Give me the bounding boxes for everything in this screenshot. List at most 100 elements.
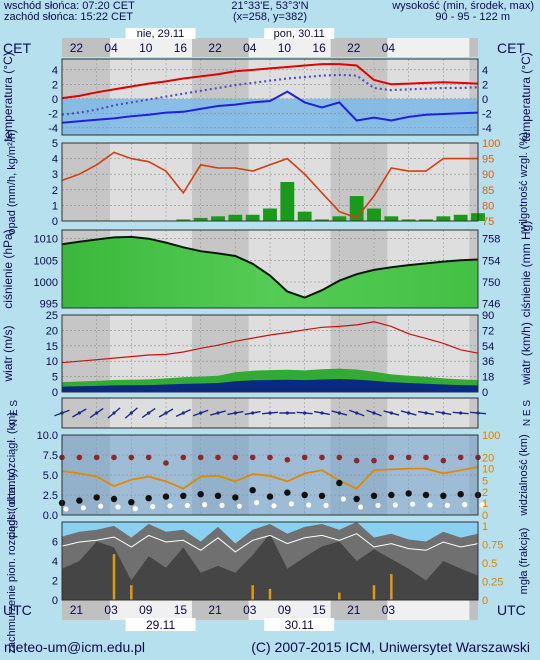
cloud-panel-ytick-right: 0.75 (482, 540, 503, 552)
top-hour-tick: 10 (139, 41, 153, 55)
panels-layer (61, 59, 479, 601)
cloud-base-dot (353, 457, 360, 464)
low-cloud-base-dot (370, 492, 378, 499)
bottom-date-1: 29.11 (146, 618, 175, 632)
cloud-panel-ytick-right: 0 (482, 595, 488, 607)
low-cloud-base-dot (93, 494, 100, 501)
cloud-white-line (61, 533, 479, 553)
precip-bar (436, 216, 451, 221)
direction-ylabel-right: N E S (522, 400, 533, 426)
bottom-hour-tick: 09 (139, 603, 153, 617)
wind-direction-dot (285, 411, 289, 415)
temperature-line (61, 63, 479, 100)
temperature-panel-ytick-left: 4 (52, 65, 58, 77)
precip-panel-frame (61, 142, 479, 222)
cloud-base-white-dot (375, 502, 381, 508)
temperature-panel-ytick-left: 0 (52, 94, 58, 106)
low-cloud-base-dot (388, 491, 395, 499)
wind-panel-ytick-right: 54 (482, 341, 494, 353)
pressure-ylabel-right: ciśnienie (mm Hg) (519, 221, 533, 318)
low-cloud-base-dot (301, 491, 308, 499)
bottom-axis-night-band (62, 600, 110, 620)
pressure-area (62, 236, 478, 308)
cloud-base-white-dot (254, 500, 260, 506)
wind-direction-dot (233, 411, 237, 415)
wind-direction-dot (459, 411, 463, 415)
bottom-hour-tick: 03 (243, 603, 257, 617)
top-hour-tick: 16 (174, 41, 188, 55)
precip-panel-night-shade (192, 143, 249, 221)
low-cloud-base-dot (110, 495, 118, 503)
cloud-base-dot (267, 454, 273, 461)
temperature-panel-ytick-left: 2 (52, 79, 58, 91)
precip-bar (453, 214, 468, 221)
precip-bar (419, 219, 433, 221)
wind-low-area (62, 379, 478, 392)
wind-direction-dot (77, 411, 81, 415)
cloud-ylabel-left: zachmurzenie pion. rozciągł. (oktanty) (6, 468, 18, 653)
cloud-base-dot (388, 454, 395, 461)
wind-panel-night-shade (62, 315, 110, 392)
bottom-hour-tick: 15 (312, 603, 326, 617)
precip-panel-ytick-left: 4 (52, 154, 58, 166)
footer-email[interactable]: meteo-um@icm.edu.pl (4, 639, 146, 655)
fog-bar (268, 588, 272, 600)
bottom-date-box-2 (264, 618, 335, 631)
cloud-base-white-dot (340, 496, 346, 502)
low-cloud-base-dot (76, 497, 83, 504)
bottom-hour-tick: 21 (70, 603, 84, 617)
top-hour-tick: 04 (243, 41, 257, 55)
bottom-hour-tick: 09 (278, 603, 292, 617)
temperature-panel-ytick-right: 0 (482, 94, 488, 106)
precip-ylabel-right: wilgotność wzgl. (%) (518, 132, 530, 233)
wind-direction-dot (441, 411, 445, 415)
cloud-base-dot (128, 454, 135, 461)
temperature-panel-ytick-right: 4 (482, 65, 488, 77)
fog-bar (372, 585, 376, 600)
top-axis-night-band (469, 38, 478, 57)
cloud-base-white-dot (306, 502, 312, 508)
top-axis-day-band (62, 38, 478, 57)
visibility-panel-frame (61, 434, 479, 516)
wind-ylabel-right: wiatr (km/h) (519, 322, 533, 386)
timezone-top-right: CET (497, 40, 525, 56)
low-cloud-base-dot (457, 491, 464, 498)
wind-direction-dot (95, 411, 99, 415)
cloud-base-dot (405, 454, 412, 461)
precip-bar (384, 216, 399, 221)
fog-bar (251, 585, 254, 600)
pressure-panel-frame (61, 229, 479, 309)
wind-direction-dot (164, 411, 168, 415)
low-cloud-base-dot (162, 493, 170, 500)
low-cloud-base-dot (249, 487, 256, 494)
cloud-panel-ytick-left: 2 (52, 576, 58, 588)
timezone-bottom-left: UTC (3, 602, 32, 618)
wind-direction-dot (216, 411, 220, 415)
bottom-hour-tick: 03 (382, 603, 396, 617)
pressure-line (61, 235, 479, 299)
cloud-base-white-dot (358, 504, 364, 510)
temperature-panel-frame (61, 58, 479, 136)
visibility-ylabel-left: podst. chm. rozciągł. (km) (6, 412, 18, 538)
wind-direction-dot (407, 411, 411, 415)
cloud-base-white-dot (479, 502, 485, 508)
bottom-date-box-1 (125, 618, 196, 631)
precip-bar (332, 216, 347, 221)
precip-bar (245, 214, 260, 221)
low-cloud-base-dot (405, 490, 412, 497)
cloud-base-white-dot (167, 503, 173, 509)
bottom-axis-day-band (62, 600, 478, 620)
pressure-panel-ytick-right: 750 (482, 277, 500, 289)
cloud-base-white-dot (236, 503, 242, 509)
bottom-hour-tick: 21 (347, 603, 361, 617)
bottom-hour-tick: 21 (208, 603, 222, 617)
precip-bar (263, 208, 277, 221)
wind-gust-line (61, 321, 479, 364)
pressure-panel-ytick-right: 746 (482, 299, 500, 311)
precip-panel-ytick-left: 5 (52, 138, 58, 150)
low-cloud-base-dot (318, 492, 326, 499)
wind-direction-dot (303, 411, 307, 415)
cloud-base-dot (111, 454, 117, 461)
